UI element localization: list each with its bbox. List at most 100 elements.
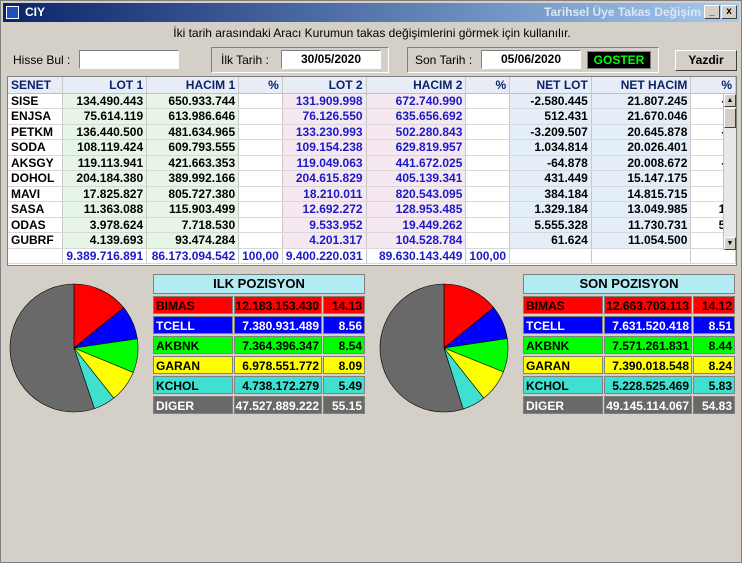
column-header[interactable]: LOT 2 (282, 77, 367, 94)
position-row: DIGER 47.527.889.222 55.15 (153, 396, 366, 415)
position-percent: 8.54 (323, 336, 365, 354)
value-cell: 421.663.353 (146, 155, 240, 171)
table-body: SISE 134.490.443 650.933.744 131.909.998 672… (8, 93, 736, 264)
value-cell: 134.490.443 (62, 93, 148, 109)
value-cell: 389.992.166 (146, 170, 240, 187)
pie-slice-diger (9, 283, 95, 413)
column-header[interactable]: HACIM 1 (146, 77, 240, 94)
column-header[interactable]: NET LOT (509, 77, 592, 94)
position-name: BIMAS (153, 296, 233, 314)
position-name: DIGER (153, 396, 233, 414)
table-scrollbar[interactable]: ▲ ▼ (723, 94, 736, 250)
scroll-down-arrow[interactable]: ▼ (724, 237, 736, 250)
column-header[interactable]: NET HACIM (591, 77, 692, 94)
symbol-cell: PETKM (8, 124, 64, 140)
table-row[interactable]: PETKM 136.440.500 481.634.965 133.230.993 50… (8, 124, 736, 140)
minimize-button[interactable]: _ (704, 5, 720, 19)
value-cell (465, 201, 511, 218)
value-cell: 20.008.672 (591, 155, 692, 171)
value-cell: 93.474.284 (146, 232, 240, 249)
app-icon (6, 6, 19, 19)
position-percent: 8.24 (693, 356, 735, 374)
position-value: 47.527.889.222 (234, 396, 322, 414)
column-header[interactable]: LOT 1 (62, 77, 148, 94)
value-cell (465, 170, 511, 187)
value-cell: 431.449 (509, 170, 592, 187)
column-header[interactable]: HACIM 2 (366, 77, 467, 94)
position-row: TCELL 7.631.520.418 8.51 (523, 316, 736, 335)
son-pozisyon-pie (379, 283, 509, 413)
position-name: KCHOL (523, 376, 603, 394)
table-row[interactable]: SODA 108.119.424 609.793.555 109.154.238 629… (8, 139, 736, 156)
position-value: 7.380.931.489 (234, 316, 322, 334)
position-percent: 14.13 (323, 296, 365, 314)
value-cell (465, 217, 511, 233)
end-date-input[interactable]: 05/06/2020 (481, 50, 581, 69)
position-row: AKBNK 7.364.396.347 8.54 (153, 336, 366, 355)
search-input[interactable] (79, 50, 179, 69)
print-button[interactable]: Yazdir (675, 50, 737, 71)
value-cell: 11.730.731 (591, 217, 692, 233)
table-header-row: SENET LOT 1 HACIM 1% LOT 2 HACIM 2% NET LOT NE… (8, 77, 736, 94)
table-row[interactable]: AKSGY 119.113.941 421.663.353 119.049.063 44… (8, 155, 736, 171)
value-cell: 441.672.025 (366, 155, 467, 171)
position-name: TCELL (523, 316, 603, 334)
value-cell (238, 124, 283, 140)
close-button[interactable]: x (721, 5, 737, 19)
value-cell: 613.986.646 (146, 108, 240, 125)
value-cell: 119.113.941 (62, 155, 148, 171)
value-cell: 61.624 (509, 232, 592, 249)
scroll-thumb[interactable] (724, 108, 736, 128)
value-cell: 4.201.317 (282, 232, 367, 249)
window-title: CIY (25, 5, 46, 19)
position-name: KCHOL (153, 376, 233, 394)
symbol-cell: AKSGY (8, 155, 64, 171)
value-cell: 204.184.380 (62, 170, 148, 187)
symbol-cell: MAVI (8, 186, 64, 202)
table-row[interactable]: DOHOL 204.184.380 389.992.166 204.615.829 40… (8, 170, 736, 187)
table-row[interactable]: SASA 11.363.088 115.903.499 12.692.272 128.9… (8, 201, 736, 218)
position-name: DIGER (523, 396, 603, 414)
data-table: SENET LOT 1 HACIM 1% LOT 2 HACIM 2% NET LOT NE… (8, 77, 736, 264)
table-row[interactable]: MAVI 17.825.827 805.727.380 18.210.011 820.5… (8, 186, 736, 202)
table-row[interactable]: ODAS 3.978.624 7.718.530 9.533.952 19.449.26… (8, 217, 736, 233)
position-percent: 55.15 (323, 396, 365, 414)
pie-slice-diger (379, 283, 464, 413)
position-name: AKBNK (153, 336, 233, 354)
position-row: KCHOL 5.228.525.469 5.83 (523, 376, 736, 395)
value-cell: 629.819.957 (366, 139, 467, 156)
window-caption: Tarihsel Üye Takas Değişim (544, 5, 701, 19)
column-header[interactable]: % (465, 77, 511, 94)
column-header[interactable]: % (238, 77, 283, 94)
table-row[interactable]: SISE 134.490.443 650.933.744 131.909.998 672… (8, 93, 736, 109)
value-cell: 609.793.555 (146, 139, 240, 156)
position-row: BIMAS 12.183.153.430 14.13 (153, 296, 366, 315)
value-cell (465, 124, 511, 140)
value-cell: 805.727.380 (146, 186, 240, 202)
table-row[interactable]: GUBRF 4.139.693 93.474.284 4.201.317 104.528… (8, 232, 736, 249)
ilk-pozisyon-pie (9, 283, 139, 413)
symbol-cell: SISE (8, 93, 64, 109)
scroll-up-arrow[interactable]: ▲ (724, 94, 736, 107)
position-name: GARAN (153, 356, 233, 374)
position-value: 7.631.520.418 (604, 316, 692, 334)
position-name: BIMAS (523, 296, 603, 314)
symbol-cell: ODAS (8, 217, 64, 233)
title-bar[interactable]: CIY Tarihsel Üye Takas Değişim _ x (3, 3, 739, 22)
position-value: 49.145.114.067 (604, 396, 692, 414)
value-cell (238, 139, 283, 156)
position-name: GARAN (523, 356, 603, 374)
table-row[interactable]: ENJSA 75.614.119 613.986.646 76.126.550 635.… (8, 108, 736, 125)
value-cell (238, 108, 283, 125)
show-button[interactable]: GOSTER (587, 51, 651, 69)
symbol-cell: GUBRF (8, 232, 64, 249)
value-cell: 20.026.401 (591, 139, 692, 156)
value-cell: 18.210.011 (282, 186, 367, 202)
value-cell: 21.807.245 (591, 93, 692, 109)
column-header[interactable]: SENET (8, 77, 64, 94)
value-cell: 19.449.262 (366, 217, 467, 233)
value-cell: 17.825.827 (62, 186, 148, 202)
start-date-input[interactable]: 30/05/2020 (281, 50, 381, 69)
column-header[interactable]: % (690, 77, 736, 94)
takas-table: SENET LOT 1 HACIM 1% LOT 2 HACIM 2% NET LOT NE… (7, 76, 737, 266)
